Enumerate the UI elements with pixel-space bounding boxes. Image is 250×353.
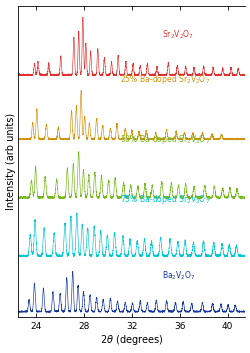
Text: 75% Ba-doped Sr$_2$V$_2$O$_7$: 75% Ba-doped Sr$_2$V$_2$O$_7$ [120, 193, 209, 206]
Text: Sr$_2$V$_2$O$_7$: Sr$_2$V$_2$O$_7$ [161, 28, 193, 41]
Text: Ba$_2$V$_2$O$_7$: Ba$_2$V$_2$O$_7$ [161, 269, 195, 282]
X-axis label: 2$\theta$ (degrees): 2$\theta$ (degrees) [100, 334, 163, 347]
Text: 50% Ba-doped Sr$_2$V$_2$O$_7$: 50% Ba-doped Sr$_2$V$_2$O$_7$ [120, 133, 209, 146]
Text: 25% Ba-doped Sr$_2$V$_2$O$_7$: 25% Ba-doped Sr$_2$V$_2$O$_7$ [120, 73, 209, 85]
Y-axis label: Intensity (arb units): Intensity (arb units) [6, 113, 16, 210]
